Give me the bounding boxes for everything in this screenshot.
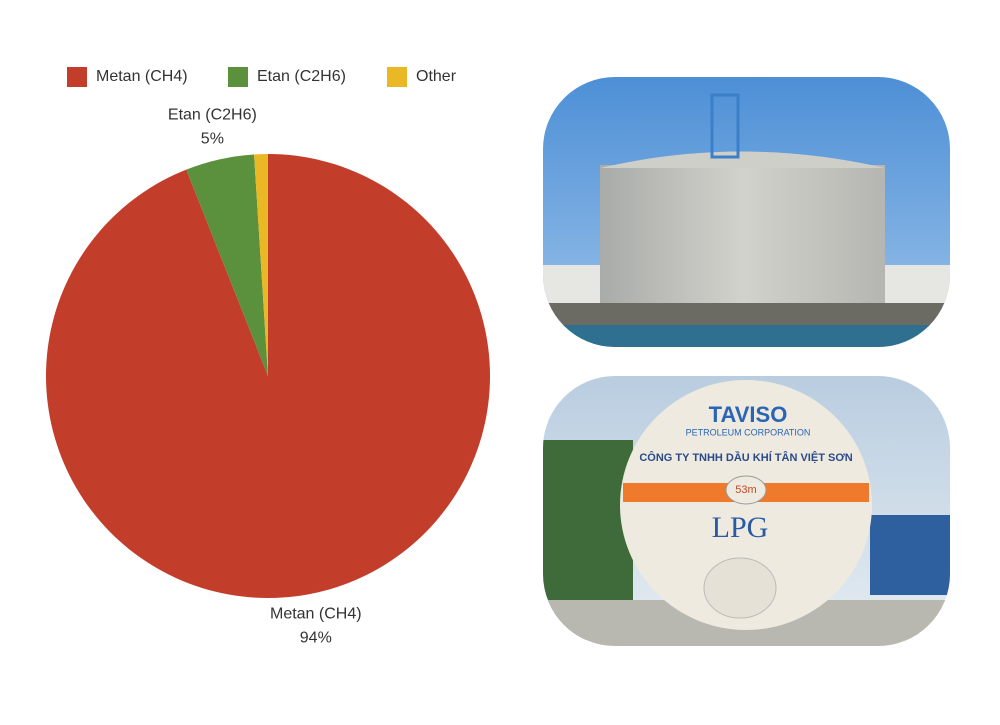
- legend-swatch: [67, 67, 87, 87]
- pie-slice: [186, 154, 268, 376]
- truck-volume: 53m: [735, 484, 756, 496]
- truck-photo: TAVISO PETROLEUM CORPORATION CÔNG TY TNH…: [543, 376, 950, 646]
- tank-photo: [543, 77, 950, 347]
- legend-label: Etan (C2H6): [257, 68, 346, 85]
- truck-product: LPG: [712, 511, 769, 544]
- slice-value: 94%: [300, 630, 332, 647]
- slice-value: 5%: [201, 130, 224, 147]
- pie-slice: [254, 154, 268, 376]
- slice-label: Etan (C2H6): [168, 106, 257, 123]
- legend-swatch: [387, 67, 407, 87]
- truck-brand: TAVISO: [709, 402, 788, 427]
- legend-label: Other: [416, 68, 457, 85]
- slice-label: Metan (CH4): [270, 606, 362, 623]
- legend-swatch: [228, 67, 248, 87]
- truck-sub: PETROLEUM CORPORATION: [686, 427, 811, 437]
- truck-company: CÔNG TY TNHH DẦU KHÍ TÂN VIỆT SƠN: [639, 451, 852, 464]
- legend-label: Metan (CH4): [96, 68, 188, 85]
